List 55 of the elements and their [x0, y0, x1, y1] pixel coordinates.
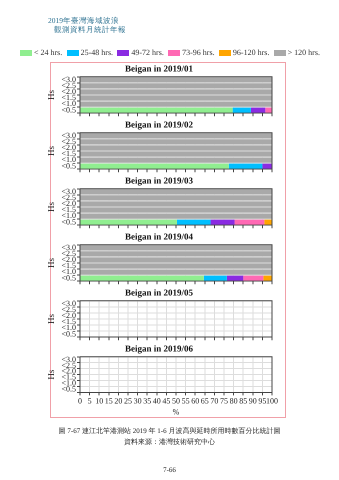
- bar: [80, 108, 233, 113]
- chart-title: Beigan in 2019/05: [124, 288, 194, 298]
- bar: [263, 276, 272, 281]
- y-axis-title: Hs: [46, 146, 56, 156]
- x-tick-label: 20: [114, 396, 122, 406]
- x-tick-label: 10: [95, 396, 104, 406]
- bar: [264, 220, 272, 225]
- bar: [265, 108, 272, 113]
- legend-label: > 120 hrs.: [288, 48, 320, 57]
- x-tick-label: 85: [239, 396, 248, 406]
- legend-label: 25-48 hrs.: [80, 48, 114, 57]
- x-tick-label: 30: [134, 396, 142, 406]
- x-tick-label: 90: [248, 396, 257, 406]
- x-tick-label: 70: [210, 396, 218, 406]
- x-tick-label: 25: [124, 396, 132, 406]
- x-tick-label: 5: [88, 396, 92, 406]
- chart-title: Beigan in 2019/02: [124, 120, 194, 130]
- bar: [80, 276, 204, 281]
- x-tick-label: 60: [191, 396, 200, 406]
- x-tick-label: 75: [220, 396, 228, 406]
- y-axis-title: Hs: [46, 369, 56, 380]
- bar: [250, 108, 266, 113]
- chart-title: Beigan in 2019/04: [124, 232, 194, 242]
- y-axis-title: Hs: [46, 258, 56, 268]
- x-tick-label: 55: [182, 396, 190, 406]
- x-tick-label: 50: [172, 396, 180, 406]
- bar: [243, 276, 264, 281]
- bar: [80, 220, 177, 225]
- bar: [234, 220, 264, 225]
- legend-label: 96-120 hrs.: [232, 48, 270, 57]
- legend-label: < 24 hrs.: [34, 48, 62, 57]
- legend-label: 73-96 hrs.: [182, 48, 215, 57]
- x-tick-label: 40: [152, 396, 161, 406]
- x-tick-label: 95: [258, 396, 266, 406]
- x-tick-label: 35: [143, 396, 152, 406]
- x-tick-label: 0: [78, 396, 82, 406]
- chart-title: Beigan in 2019/01: [124, 64, 194, 74]
- bar: [226, 276, 244, 281]
- x-axis-title: %: [172, 407, 180, 416]
- x-tick-label: 100: [266, 396, 278, 406]
- chart-title: Beigan in 2019/03: [124, 176, 194, 186]
- y-axis-title: Hs: [46, 90, 56, 100]
- bar: [176, 220, 211, 225]
- x-tick-label: 45: [162, 396, 170, 406]
- bar: [204, 276, 227, 281]
- y-axis-title: Hs: [46, 314, 56, 324]
- bar: [210, 220, 235, 225]
- legend-label: 49-72 hrs.: [131, 48, 164, 57]
- bar: [232, 108, 251, 113]
- x-tick-label: 65: [200, 396, 209, 406]
- x-tick-label: 15: [104, 396, 113, 406]
- y-tick-label: <0.5: [61, 384, 76, 394]
- chart-title: Beigan in 2019/06: [124, 344, 194, 354]
- x-tick-label: 80: [230, 396, 238, 406]
- y-axis-title: Hs: [46, 202, 56, 212]
